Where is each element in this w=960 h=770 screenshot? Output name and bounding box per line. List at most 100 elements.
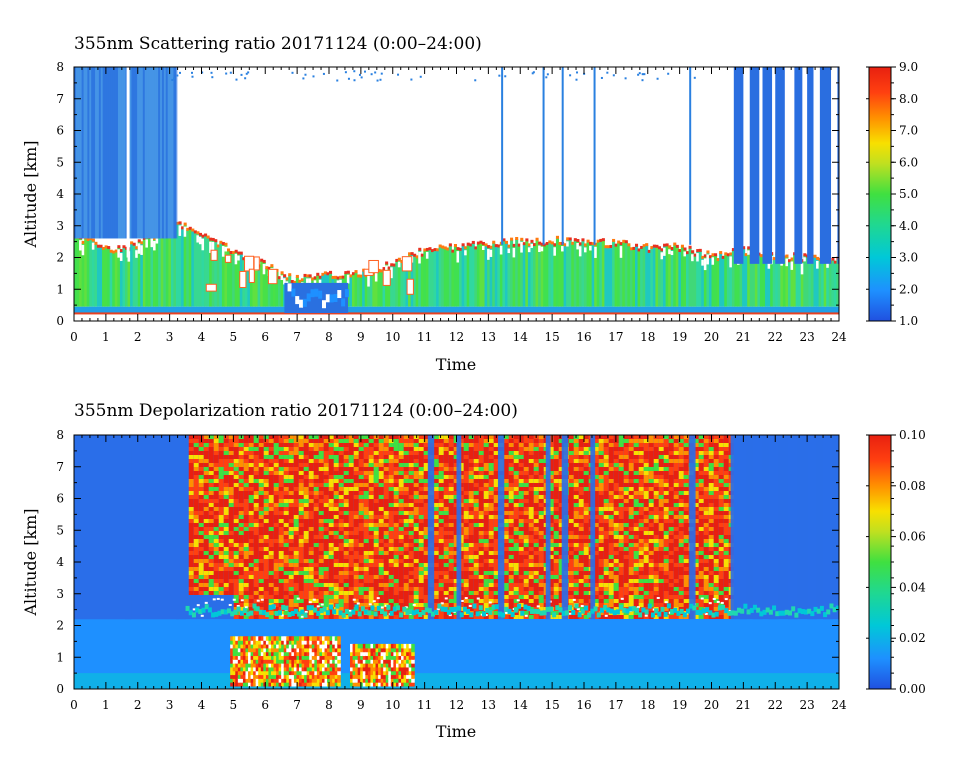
noise-cell xyxy=(433,459,439,463)
noise-cell xyxy=(208,587,214,591)
layer-edge xyxy=(693,253,697,257)
noise-cell xyxy=(368,511,374,515)
noise-cell xyxy=(298,543,304,547)
noise-cell xyxy=(383,455,389,459)
noise-cell xyxy=(568,479,574,483)
noise-cell xyxy=(228,571,234,575)
noise-cell xyxy=(513,515,519,519)
layer-cell xyxy=(168,232,172,307)
noise-cell xyxy=(338,507,344,511)
layer-edge xyxy=(433,248,437,252)
noise-cell xyxy=(278,563,284,567)
noise-cell xyxy=(468,519,474,523)
noise-cell xyxy=(423,507,429,511)
noise-cell xyxy=(423,487,429,491)
noise-cell xyxy=(403,595,409,599)
noise-cell xyxy=(593,551,599,555)
noise-cell xyxy=(258,519,264,523)
noise-cell xyxy=(253,451,259,455)
noise-cell xyxy=(418,507,424,511)
layer-gap xyxy=(308,278,312,284)
noise-cell xyxy=(583,539,589,543)
low-speckle xyxy=(329,294,334,303)
noise-cell xyxy=(303,435,309,439)
noise-cell xyxy=(323,535,329,539)
layer-gap xyxy=(183,226,187,237)
noise-cell xyxy=(493,487,499,491)
noise-cell xyxy=(198,495,204,499)
noise-cell xyxy=(258,615,264,619)
noise-cell xyxy=(258,475,264,479)
column-stripe xyxy=(160,67,163,239)
noise-cell xyxy=(208,547,214,551)
noise-cell xyxy=(303,551,309,555)
noise-cell xyxy=(263,447,269,451)
noise-cell xyxy=(488,539,494,543)
noise-cell xyxy=(283,519,289,523)
noise-cell xyxy=(583,463,589,467)
noise-cell xyxy=(283,495,289,499)
layer-edge xyxy=(566,237,570,241)
low-speckle xyxy=(299,299,304,308)
noise-cell xyxy=(518,607,524,611)
noise-cell xyxy=(283,571,289,575)
noise-cell xyxy=(343,467,349,471)
noise-cell xyxy=(238,615,244,619)
noise-cell xyxy=(283,459,289,463)
cloud-patch xyxy=(239,270,247,288)
noise-cell xyxy=(453,543,459,547)
noise-cell xyxy=(338,475,344,479)
noise-cell xyxy=(443,587,449,591)
noise-cell xyxy=(388,451,394,455)
layer-cell xyxy=(571,243,575,307)
noise-cell xyxy=(443,479,449,483)
noise-cell xyxy=(333,559,339,563)
noise-cell xyxy=(538,519,544,523)
noise-cell xyxy=(348,543,354,547)
noise-cell xyxy=(603,575,609,579)
noise-cell xyxy=(438,531,444,535)
noise-cell xyxy=(368,451,374,455)
noise-cell xyxy=(313,455,319,459)
noise-cell xyxy=(523,523,529,527)
noise-cell xyxy=(508,535,514,539)
noise-cell xyxy=(318,483,324,487)
noise-cell xyxy=(193,487,199,491)
noise-cell xyxy=(503,539,509,543)
layer-cell xyxy=(122,247,126,307)
noise-cell xyxy=(513,547,519,551)
noise-cell xyxy=(478,471,484,475)
noise-cell xyxy=(378,591,384,595)
layer-edge xyxy=(443,246,447,250)
noise-cell xyxy=(418,459,424,463)
top-dot xyxy=(498,74,501,77)
noise-cell xyxy=(238,563,244,567)
noise-cell xyxy=(438,615,444,619)
noise-cell xyxy=(263,495,269,499)
column-stripe xyxy=(89,67,92,239)
noise-cell xyxy=(273,435,279,439)
noise-cell xyxy=(463,583,469,587)
noise-cell xyxy=(533,563,539,567)
noise-cell xyxy=(383,467,389,471)
noise-cell xyxy=(298,483,304,487)
noise-cell xyxy=(248,575,254,579)
layer-cell xyxy=(510,239,514,307)
noise-cell xyxy=(188,507,194,511)
noise-cell xyxy=(453,463,459,467)
noise-cell xyxy=(263,591,269,595)
noise-cell xyxy=(558,527,564,531)
noise-cell xyxy=(193,491,199,495)
noise-cell xyxy=(373,571,379,575)
noise-cell xyxy=(403,435,409,439)
noise-cell xyxy=(583,483,589,487)
noise-cell xyxy=(423,443,429,447)
noise-cell xyxy=(253,475,259,479)
noise-cell xyxy=(573,451,579,455)
noise-cell xyxy=(513,603,519,607)
noise-cell xyxy=(298,567,304,571)
noise-cell xyxy=(583,499,589,503)
noise-cell xyxy=(463,535,469,539)
noise-cell xyxy=(578,511,584,515)
noise-cell xyxy=(203,587,209,591)
